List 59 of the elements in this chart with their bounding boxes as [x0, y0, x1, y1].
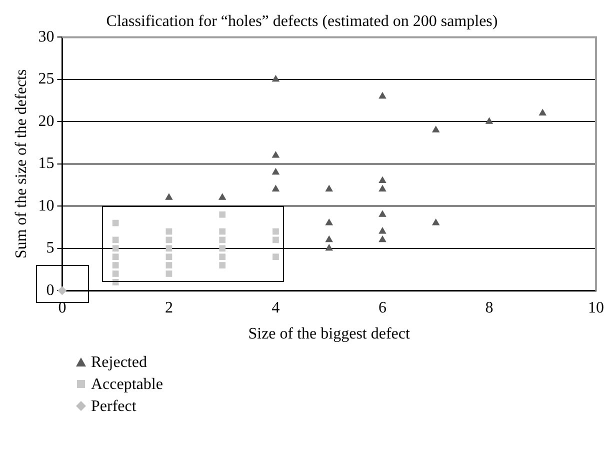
point: [378, 184, 386, 192]
point: [272, 184, 280, 192]
point: [219, 236, 226, 244]
point: [112, 262, 119, 268]
point: [432, 218, 440, 226]
point: [272, 74, 280, 82]
point: [58, 286, 67, 296]
x-tick-label: 10: [588, 299, 604, 316]
point: [325, 244, 333, 251]
y-tick-label: 15: [38, 155, 54, 172]
point: [219, 254, 226, 260]
point: [166, 245, 172, 252]
point: [325, 218, 333, 226]
point: [219, 211, 226, 218]
point: [272, 254, 279, 260]
point: [112, 254, 119, 260]
legend-label: Perfect: [91, 398, 136, 415]
y-tick-label: 25: [38, 70, 54, 88]
point: [112, 245, 119, 252]
legend-label: Rejected: [91, 354, 147, 371]
y-tick-label: 30: [38, 28, 54, 46]
y-axis-title: Sum of the size of the defects: [12, 69, 30, 259]
point: [219, 262, 226, 268]
x-tick-label: 8: [485, 299, 494, 316]
point: [378, 92, 386, 99]
y-tick-label: 10: [38, 197, 54, 214]
x-tick-label: 6: [378, 299, 386, 316]
point: [272, 150, 280, 158]
point: [166, 254, 172, 260]
point: [166, 262, 172, 268]
point: [272, 236, 279, 244]
chart-title: Classification for “holes” defects (estimated on 200 samples): [106, 12, 498, 30]
point: [485, 117, 494, 124]
x-axis-title: Size of the biggest defect: [248, 326, 411, 343]
point: [165, 193, 173, 200]
point: [378, 235, 386, 242]
point: [218, 193, 226, 200]
point: [325, 235, 333, 242]
point: [112, 270, 119, 277]
point: [112, 236, 119, 244]
y-tick-label: 20: [38, 112, 54, 130]
x-tick-label: 2: [164, 299, 173, 316]
point: [166, 236, 172, 244]
point: [378, 210, 386, 217]
point: [378, 176, 386, 184]
point: [432, 126, 440, 132]
point: [538, 108, 547, 116]
point: [272, 228, 279, 235]
point: [378, 226, 386, 234]
point: [219, 245, 226, 252]
point: [272, 168, 280, 175]
legend-label: Acceptable: [91, 376, 163, 393]
y-tick-label: 5: [46, 240, 54, 257]
y-tick-label: 0: [46, 282, 54, 299]
point: [219, 228, 226, 235]
point: [166, 270, 172, 277]
point: [112, 220, 119, 226]
x-tick-label: 4: [272, 299, 280, 316]
point: [325, 184, 333, 192]
